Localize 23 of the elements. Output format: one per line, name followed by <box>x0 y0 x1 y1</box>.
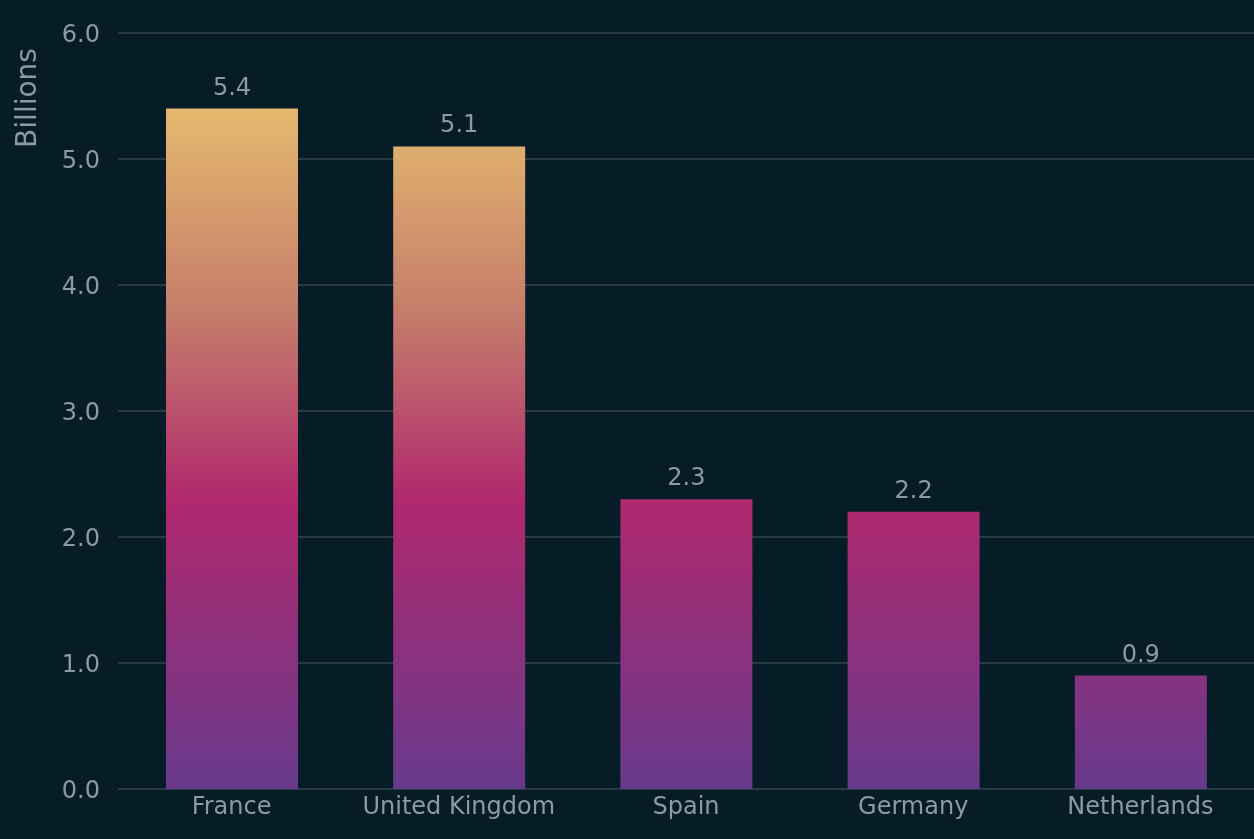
y-axis-title: Billions <box>10 48 43 148</box>
data-label: 0.9 <box>1121 639 1160 668</box>
data-label: 2.2 <box>894 475 933 504</box>
bar <box>847 511 980 789</box>
y-tick-label: 3.0 <box>61 397 100 426</box>
data-label: 2.3 <box>667 463 706 492</box>
y-tick-label: 5.0 <box>61 145 100 174</box>
x-tick-label: France <box>191 792 272 821</box>
bar <box>1074 675 1207 789</box>
bar <box>166 108 298 789</box>
data-label: 5.4 <box>212 72 252 101</box>
x-tick-label: United Kingdom <box>362 792 556 821</box>
x-tick-label: Netherlands <box>1067 792 1214 821</box>
x-tick-label: Spain <box>652 792 720 821</box>
y-tick-label: 6.0 <box>61 19 100 48</box>
y-tick-label: 0.0 <box>61 775 100 804</box>
bar <box>393 146 526 789</box>
y-tick-label: 2.0 <box>61 523 100 552</box>
bar <box>620 499 753 789</box>
y-tick-label: 4.0 <box>61 271 100 300</box>
data-label: 5.1 <box>440 110 479 139</box>
x-tick-label: Germany <box>858 792 969 821</box>
y-tick-label: 1.0 <box>61 649 100 678</box>
